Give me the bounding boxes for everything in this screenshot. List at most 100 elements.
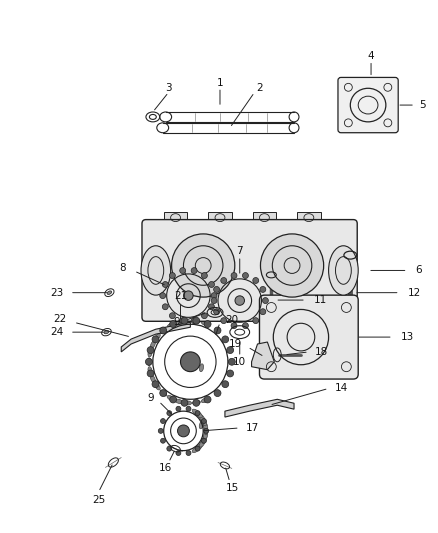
Ellipse shape	[167, 395, 174, 401]
Bar	[253, 212, 276, 223]
Circle shape	[162, 281, 168, 287]
Circle shape	[261, 234, 324, 297]
Ellipse shape	[167, 323, 174, 328]
Circle shape	[221, 318, 227, 324]
Circle shape	[152, 336, 159, 343]
Text: 10: 10	[233, 357, 246, 367]
Text: 15: 15	[226, 483, 240, 493]
Bar	[208, 212, 232, 223]
Circle shape	[243, 322, 248, 328]
Ellipse shape	[147, 358, 151, 366]
Circle shape	[191, 268, 197, 273]
Ellipse shape	[201, 398, 209, 402]
Ellipse shape	[151, 375, 155, 383]
Circle shape	[260, 286, 266, 293]
Text: 21: 21	[174, 290, 187, 301]
Circle shape	[235, 296, 244, 305]
Circle shape	[186, 406, 191, 411]
Ellipse shape	[199, 440, 205, 447]
Text: 9: 9	[147, 393, 154, 403]
Circle shape	[227, 370, 233, 377]
Circle shape	[147, 346, 154, 353]
Circle shape	[170, 396, 177, 403]
Circle shape	[193, 317, 200, 324]
Circle shape	[180, 352, 200, 372]
Text: 2: 2	[256, 83, 263, 93]
Circle shape	[172, 234, 235, 297]
Text: 25: 25	[92, 495, 105, 505]
Ellipse shape	[104, 330, 109, 334]
Ellipse shape	[160, 328, 167, 334]
Ellipse shape	[107, 291, 112, 294]
Ellipse shape	[155, 334, 160, 341]
Text: 7: 7	[237, 246, 243, 256]
Circle shape	[180, 318, 186, 324]
Circle shape	[191, 318, 197, 324]
Ellipse shape	[184, 319, 191, 322]
Ellipse shape	[141, 246, 171, 295]
Circle shape	[162, 304, 168, 310]
Circle shape	[161, 418, 166, 424]
Ellipse shape	[199, 364, 204, 372]
Circle shape	[160, 327, 167, 334]
FancyBboxPatch shape	[142, 220, 357, 321]
Circle shape	[195, 446, 200, 451]
Ellipse shape	[328, 246, 358, 295]
Text: 1: 1	[217, 78, 223, 88]
Text: 20: 20	[225, 316, 238, 325]
Text: 19: 19	[229, 339, 242, 349]
Bar	[297, 212, 321, 223]
Circle shape	[184, 291, 193, 301]
Ellipse shape	[196, 411, 202, 418]
Circle shape	[177, 425, 189, 437]
Circle shape	[253, 278, 259, 284]
Circle shape	[180, 268, 186, 273]
Circle shape	[147, 370, 154, 377]
Circle shape	[208, 304, 215, 310]
Circle shape	[214, 390, 221, 397]
Circle shape	[227, 346, 233, 353]
Circle shape	[201, 272, 207, 279]
Ellipse shape	[148, 367, 152, 375]
Text: 5: 5	[420, 100, 426, 110]
Circle shape	[211, 293, 217, 298]
Circle shape	[145, 358, 152, 365]
Ellipse shape	[184, 401, 191, 405]
Ellipse shape	[204, 432, 208, 439]
FancyBboxPatch shape	[259, 295, 358, 379]
Circle shape	[160, 293, 166, 298]
Circle shape	[195, 410, 200, 416]
Circle shape	[167, 410, 172, 416]
Polygon shape	[251, 342, 274, 370]
Ellipse shape	[151, 341, 155, 348]
Ellipse shape	[193, 319, 201, 323]
Text: 14: 14	[335, 383, 348, 393]
Ellipse shape	[192, 409, 199, 415]
Circle shape	[158, 429, 163, 433]
Circle shape	[176, 450, 181, 456]
Circle shape	[208, 281, 215, 287]
Ellipse shape	[204, 423, 208, 430]
Circle shape	[221, 278, 227, 284]
Ellipse shape	[202, 418, 207, 426]
Ellipse shape	[204, 427, 208, 435]
Text: 3: 3	[165, 83, 172, 93]
Circle shape	[211, 297, 217, 303]
Circle shape	[186, 450, 191, 456]
Circle shape	[262, 297, 268, 303]
Ellipse shape	[175, 320, 183, 325]
Circle shape	[214, 309, 219, 314]
Circle shape	[201, 418, 206, 424]
Circle shape	[204, 396, 211, 403]
Circle shape	[260, 309, 266, 314]
Circle shape	[231, 272, 237, 279]
Text: 16: 16	[159, 463, 172, 473]
Text: 6: 6	[416, 265, 422, 276]
Circle shape	[204, 321, 211, 327]
Text: 12: 12	[408, 288, 421, 297]
Circle shape	[170, 321, 177, 327]
Circle shape	[228, 358, 235, 365]
Text: 9: 9	[173, 317, 180, 327]
Text: 11: 11	[314, 295, 327, 305]
Text: 24: 24	[51, 327, 64, 337]
